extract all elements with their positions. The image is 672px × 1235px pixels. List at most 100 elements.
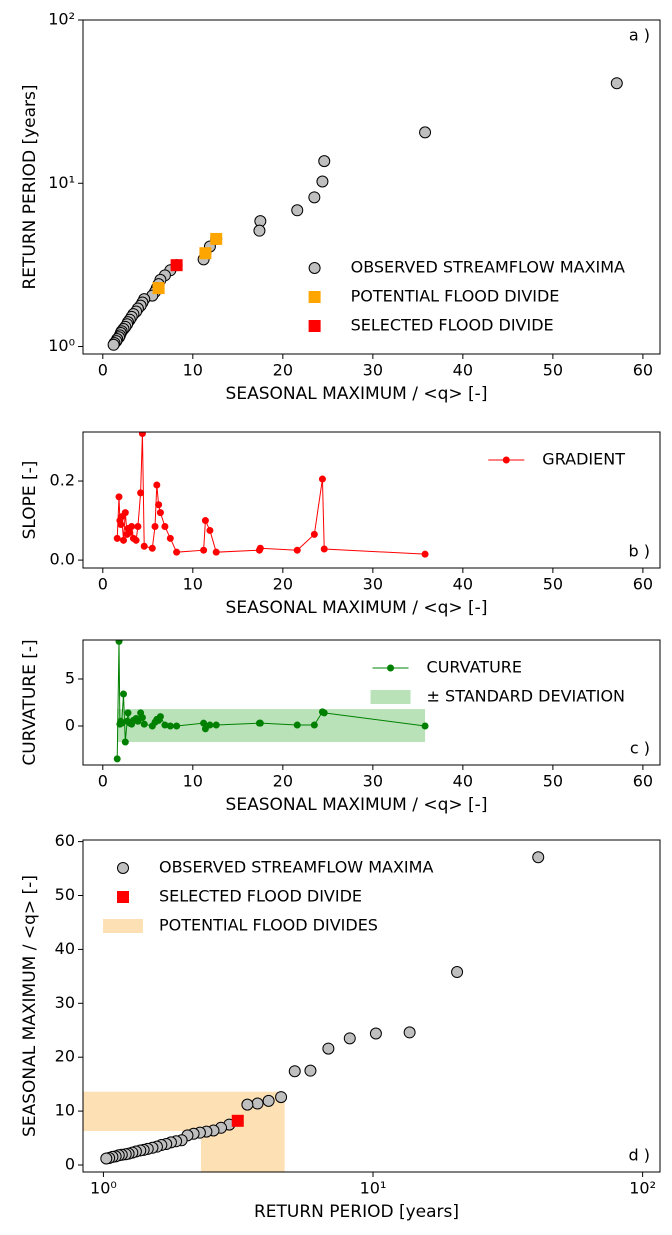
dot-marker: [137, 489, 145, 497]
x-tick-label: 60: [633, 361, 653, 380]
y-tick-label: 10: [55, 1101, 75, 1120]
x-tick-label: 10: [183, 772, 203, 791]
dot-marker: [421, 550, 429, 558]
circle-marker: [451, 966, 464, 979]
y-tick-label: 30: [55, 993, 75, 1012]
panel-annotation: b ): [629, 542, 650, 561]
panel: 0 10 20 30 40 50 60 0 5 SEASONAL MAXIMUM / <q> [-…: [20, 639, 661, 815]
x-tick-label: 50: [543, 772, 563, 791]
x-tick-label: 30: [363, 575, 383, 594]
x-axis-label: SEASONAL MAXIMUM / <q> [-]: [226, 384, 488, 404]
x-axis-label: SEASONAL MAXIMUM / <q> [-]: [226, 598, 488, 618]
square-marker: [152, 282, 165, 295]
y-tick-label: 0: [65, 715, 75, 734]
circle-marker: [304, 1064, 317, 1077]
circle-marker: [275, 1091, 288, 1104]
dot-marker: [421, 722, 429, 730]
x-tick-label: 10²: [629, 1179, 656, 1198]
dot-marker: [256, 719, 264, 727]
circle-marker: [241, 1098, 254, 1111]
x-tick-label: 10¹: [360, 1179, 387, 1198]
y-axis-label: SEASONAL MAXIMUM / <q> [-]: [20, 875, 40, 1137]
y-tick-label: 0.2: [50, 471, 75, 490]
y-tick-label: 5: [65, 669, 75, 688]
x-tick-label: 60: [633, 575, 653, 594]
dot-marker: [117, 521, 125, 529]
y-tick-label: 60: [55, 831, 75, 850]
dot-marker: [206, 721, 214, 729]
circle-marker: [610, 77, 623, 90]
dot-marker: [155, 501, 163, 509]
legend: CURVATURE ± STANDARD DEVIATION: [370, 658, 625, 706]
dot-marker: [120, 690, 128, 698]
x-tick-label: 30: [363, 361, 383, 380]
dot-marker: [153, 481, 161, 489]
legend: GRADIENT: [488, 450, 625, 469]
x-tick-label: 40: [453, 361, 473, 380]
circle-marker: [251, 1097, 264, 1110]
y-axis-label: CURVATURE [-]: [20, 639, 40, 765]
dot-marker: [115, 640, 123, 645]
legend-label: CURVATURE: [427, 658, 522, 677]
x-axis-label: RETURN PERIOD [years]: [254, 1202, 459, 1222]
dot-marker: [128, 522, 136, 530]
plot-area: [113, 432, 429, 558]
y-tick-label: 10⁰: [48, 336, 75, 355]
x-tick-label: 10⁰: [90, 1179, 117, 1198]
x-tick-label: 0: [98, 575, 108, 594]
panel: 0 10 20 30 40 50 60 10⁰ 10¹ 10² SEASONAL MAXIMUM /…: [20, 10, 661, 404]
x-tick-label: 50: [543, 361, 563, 380]
x-tick-label: 30: [363, 772, 383, 791]
circle-marker: [419, 126, 432, 139]
axes-frame: [82, 19, 661, 355]
x-tick-label: 0: [98, 361, 108, 380]
x-tick-label: 20: [273, 575, 293, 594]
panel: 0 10 20 30 40 50 60 0.0 0.2 SEASONAL MAXIMUM / <q…: [20, 431, 661, 618]
x-tick-label: 10: [183, 575, 203, 594]
dot-marker: [161, 522, 169, 530]
x-tick-label: 40: [453, 772, 473, 791]
dot-marker: [200, 546, 208, 554]
dot-marker: [121, 509, 129, 517]
y-tick-label: 10²: [48, 10, 75, 29]
y-tick-label: 10¹: [48, 173, 75, 192]
legend-label: POTENTIAL FLOOD DIVIDE: [351, 287, 560, 306]
legend-swatch: [103, 919, 143, 933]
circle-marker: [369, 1027, 382, 1040]
dot-marker: [310, 721, 318, 729]
dot-marker: [201, 517, 209, 525]
plot-area: [83, 851, 545, 1172]
y-tick-label: 20: [55, 1047, 75, 1066]
square-marker: [170, 259, 183, 272]
legend-marker: [117, 891, 129, 903]
x-tick-label: 10: [183, 361, 203, 380]
dot-marker: [151, 522, 159, 530]
dot-marker: [132, 536, 140, 544]
dot-marker: [166, 534, 174, 542]
x-tick-label: 20: [273, 772, 293, 791]
legend-label: SELECTED FLOOD DIVIDE: [351, 316, 554, 335]
dot-marker: [320, 545, 328, 553]
dot-marker: [156, 713, 164, 721]
dot-marker: [293, 721, 301, 729]
axes-frame: [82, 839, 661, 1173]
x-tick-label: 60: [633, 772, 653, 791]
legend-label: SELECTED FLOOD DIVIDE: [159, 887, 362, 906]
dot-marker: [206, 526, 214, 534]
x-tick-label: 0: [98, 772, 108, 791]
series-line: [116, 433, 426, 555]
dot-marker: [124, 709, 132, 717]
x-tick-label: 40: [453, 575, 473, 594]
y-axis-label: SLOPE [-]: [20, 461, 40, 540]
dot-marker: [121, 738, 129, 746]
dot-marker: [148, 544, 156, 552]
axes-frame: [82, 639, 661, 766]
circle-marker: [403, 1026, 416, 1039]
dot-marker: [138, 714, 146, 722]
circle-marker: [107, 338, 120, 351]
circle-marker: [318, 155, 331, 168]
y-tick-label: 0: [65, 1154, 75, 1173]
legend-label: POTENTIAL FLOOD DIVIDES: [159, 916, 378, 935]
dot-marker: [120, 536, 128, 544]
dot-marker: [156, 509, 164, 517]
